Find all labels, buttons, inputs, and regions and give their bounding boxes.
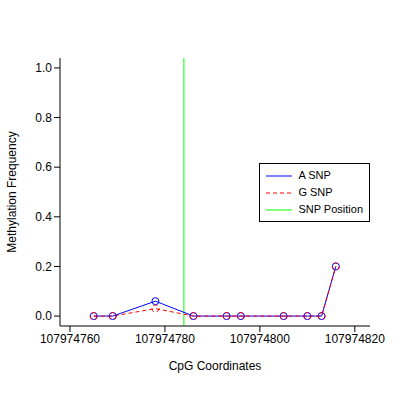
- svg-text:0.6: 0.6: [35, 160, 52, 174]
- html-text:SNP Position: SNP Position: [298, 203, 363, 215]
- svg-text:0.4: 0.4: [35, 210, 52, 224]
- svg-text:107974820: 107974820: [325, 332, 385, 346]
- svg-text:107974760: 107974760: [40, 332, 100, 346]
- svg-text:Methylation Frequency: Methylation Frequency: [8, 131, 19, 252]
- html-text:A SNP: A SNP: [298, 169, 331, 181]
- svg-text:107974800: 107974800: [230, 332, 290, 346]
- svg-text:1.0: 1.0: [35, 61, 52, 75]
- html-text:G SNP: G SNP: [298, 186, 333, 198]
- svg-text:CpG Coordinates: CpG Coordinates: [169, 359, 262, 373]
- svg-text:0.2: 0.2: [35, 260, 52, 274]
- svg-text:107974780: 107974780: [135, 332, 195, 346]
- svg-text:0.0: 0.0: [35, 309, 52, 323]
- svg-text:0.8: 0.8: [35, 111, 52, 125]
